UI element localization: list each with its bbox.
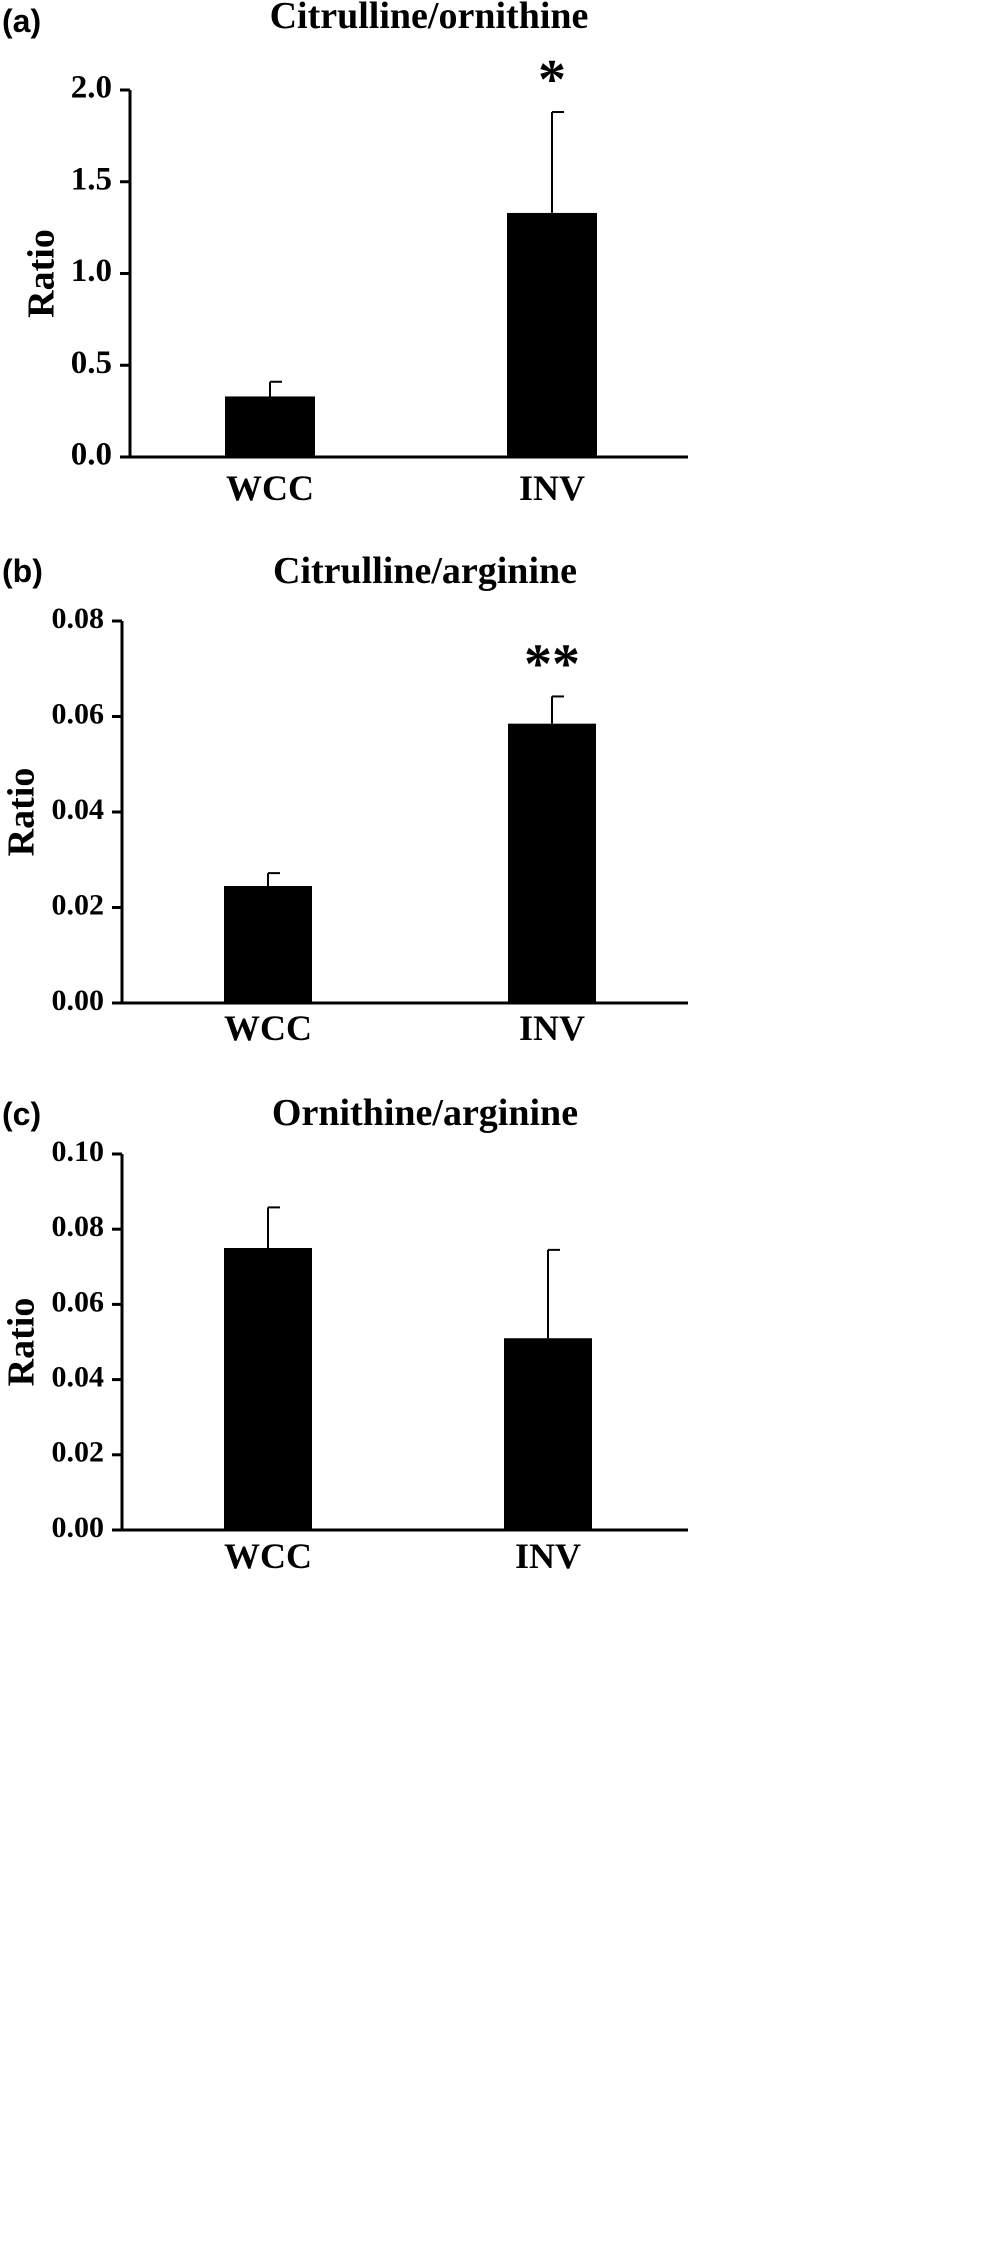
y-tick-label: 0.00: [52, 1511, 105, 1544]
y-tick-label: 0.0: [71, 437, 112, 473]
bar-wcc: [225, 396, 315, 457]
bar-inv: [508, 723, 596, 1003]
y-tick-label: 0.02: [52, 1436, 105, 1469]
y-tick-label: 0.02: [52, 888, 105, 921]
x-tick-label-wcc: WCC: [224, 1536, 312, 1576]
chart-title: Citrulline/arginine: [273, 550, 577, 592]
panel-label: (c): [2, 1096, 41, 1132]
y-tick-label: 0.06: [52, 1285, 105, 1318]
x-tick-label-inv: INV: [519, 1008, 585, 1048]
y-axis-label: Ratio: [21, 229, 63, 318]
y-tick-label: 1.5: [71, 161, 112, 197]
significance-marker-inv: **: [524, 633, 580, 695]
panel-label: (b): [2, 553, 43, 589]
bar-wcc: [224, 886, 312, 1003]
y-tick-label: 0.04: [52, 1360, 105, 1393]
y-tick-label: 0.10: [52, 1135, 105, 1168]
bar-inv: [504, 1338, 592, 1530]
y-tick-label: 0.06: [52, 697, 105, 730]
x-tick-label-wcc: WCC: [226, 468, 314, 508]
y-tick-label: 0.08: [52, 1210, 105, 1243]
y-axis-label: Ratio: [1, 768, 43, 857]
panel-label: (a): [2, 3, 41, 39]
y-tick-label: 0.08: [52, 602, 105, 635]
x-tick-label-wcc: WCC: [224, 1008, 312, 1048]
x-tick-label-inv: INV: [519, 468, 585, 508]
y-tick-label: 0.00: [52, 984, 105, 1017]
chart-title: Citrulline/ornithine: [270, 0, 589, 37]
y-tick-label: 1.0: [71, 253, 112, 289]
y-tick-label: 0.5: [71, 345, 112, 381]
bar-inv: [507, 212, 597, 457]
significance-marker-inv: *: [538, 49, 566, 111]
chart-title: Ornithine/arginine: [272, 1092, 578, 1134]
y-tick-label: 0.04: [52, 793, 105, 826]
bar-wcc: [224, 1248, 312, 1530]
y-tick-label: 2.0: [71, 70, 112, 106]
y-axis-label: Ratio: [1, 1298, 43, 1387]
x-tick-label-inv: INV: [515, 1536, 581, 1576]
